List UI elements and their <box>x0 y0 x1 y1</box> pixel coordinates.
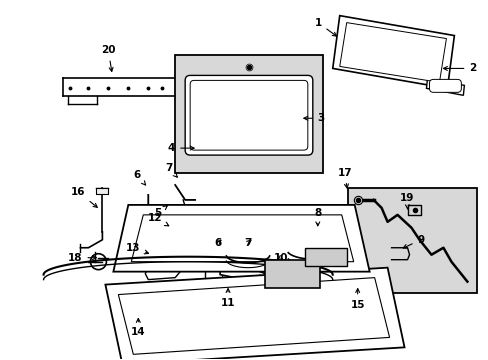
Polygon shape <box>339 23 446 82</box>
Text: 3: 3 <box>303 113 325 123</box>
Polygon shape <box>113 205 369 272</box>
FancyBboxPatch shape <box>185 75 312 155</box>
Text: 12: 12 <box>147 213 168 226</box>
Polygon shape <box>131 215 353 262</box>
Text: 9: 9 <box>403 235 424 248</box>
Text: 13: 13 <box>125 243 148 254</box>
Text: 20: 20 <box>101 45 115 71</box>
Polygon shape <box>105 268 404 360</box>
Text: 2: 2 <box>443 63 476 73</box>
Text: 18: 18 <box>68 253 96 263</box>
Text: 19: 19 <box>399 193 414 209</box>
FancyBboxPatch shape <box>190 80 307 150</box>
Text: 14: 14 <box>131 319 145 337</box>
Text: 5: 5 <box>154 206 167 218</box>
FancyBboxPatch shape <box>428 80 461 92</box>
Bar <box>96 188 108 194</box>
Bar <box>304 248 346 266</box>
Bar <box>175 55 322 173</box>
Text: 1: 1 <box>314 18 336 36</box>
Polygon shape <box>426 78 464 95</box>
Bar <box>264 260 319 288</box>
Text: 7: 7 <box>244 238 251 248</box>
Text: 7: 7 <box>164 163 177 177</box>
Text: 6: 6 <box>133 170 145 185</box>
Text: 4: 4 <box>167 143 194 153</box>
Polygon shape <box>118 278 389 354</box>
Text: 8: 8 <box>313 208 321 226</box>
Bar <box>347 188 476 293</box>
Text: 10: 10 <box>273 253 287 263</box>
Text: 17: 17 <box>337 168 351 188</box>
Text: 15: 15 <box>350 289 364 310</box>
Text: 16: 16 <box>71 187 97 207</box>
Polygon shape <box>332 15 453 88</box>
Text: 6: 6 <box>214 238 221 248</box>
Text: 11: 11 <box>221 289 235 307</box>
